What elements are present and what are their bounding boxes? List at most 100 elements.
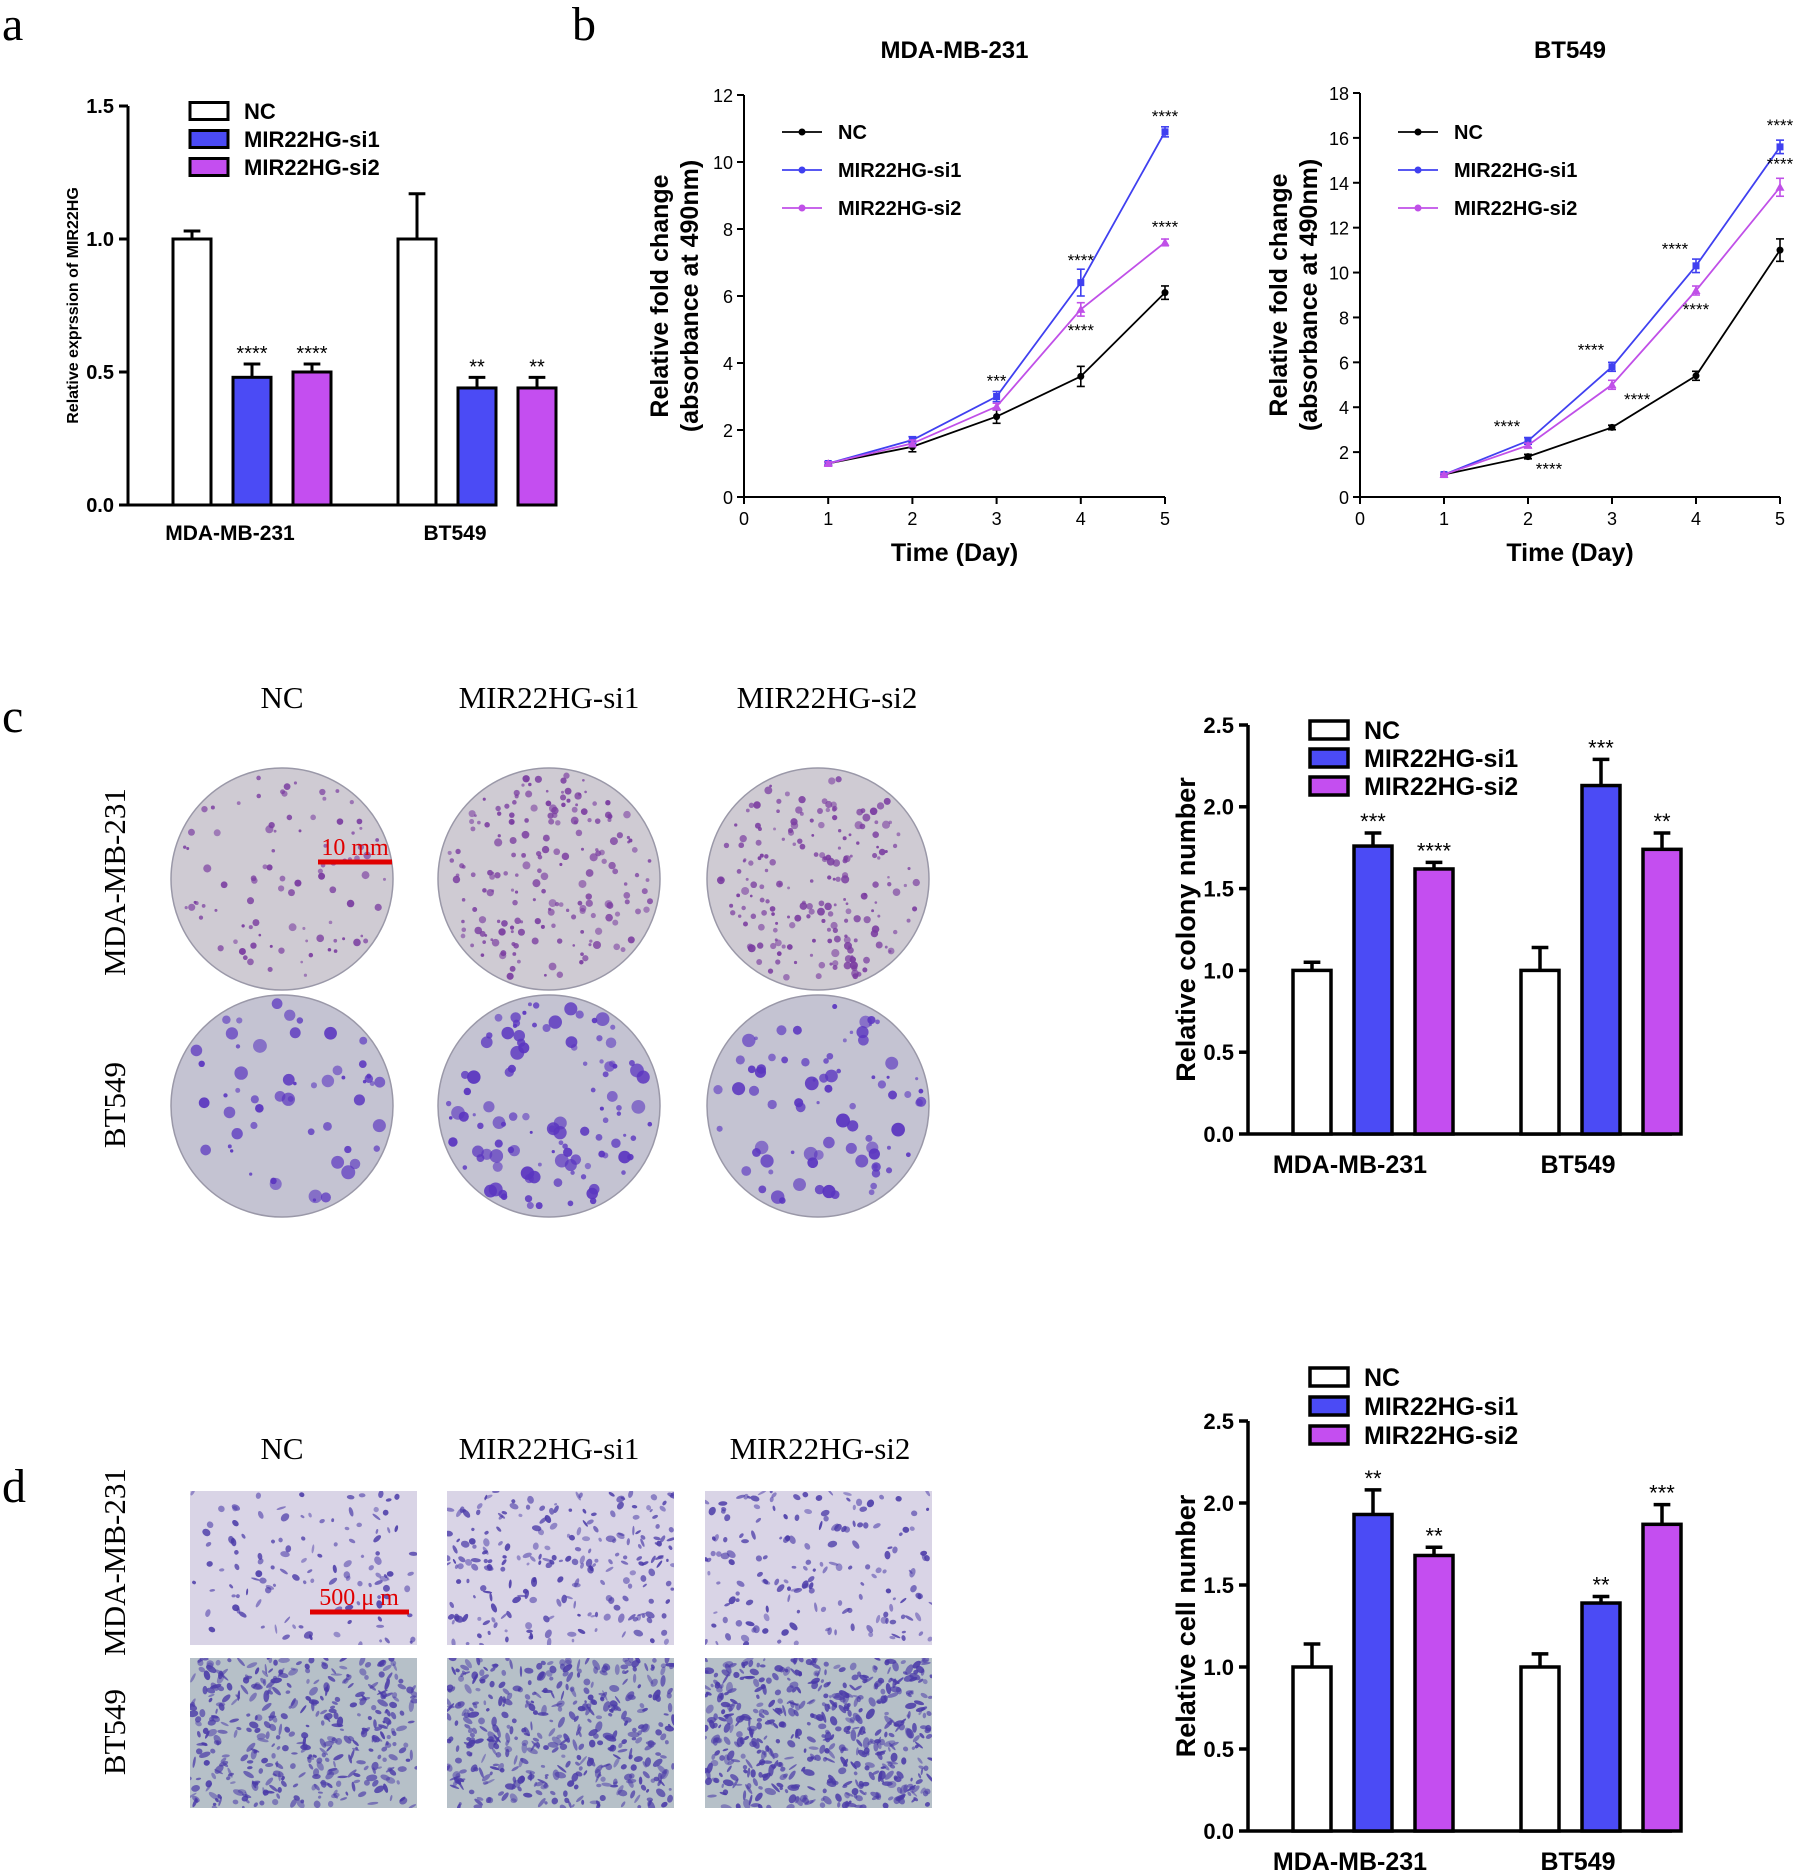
cell (829, 1695, 832, 1699)
cell (372, 1513, 381, 1521)
cell (915, 1665, 925, 1674)
colony (194, 901, 199, 906)
cell (199, 1751, 211, 1759)
cell (742, 1764, 748, 1770)
cell (233, 1729, 238, 1738)
cell (524, 1667, 534, 1674)
colony (556, 971, 564, 978)
cell (321, 1662, 329, 1670)
cell (632, 1514, 640, 1520)
cell (347, 1769, 357, 1778)
y-tick-label: 16 (1329, 129, 1349, 149)
cell (567, 1780, 575, 1787)
cell (812, 1663, 821, 1669)
cell (229, 1718, 240, 1723)
cell (375, 1551, 380, 1556)
cell (487, 1797, 494, 1804)
cell (756, 1738, 763, 1744)
colony (253, 1038, 267, 1053)
cell (290, 1763, 296, 1770)
colony (584, 790, 587, 794)
cell (457, 1563, 464, 1570)
cell (868, 1631, 874, 1638)
colony (915, 1077, 919, 1081)
cell (664, 1740, 669, 1745)
cell (918, 1678, 924, 1683)
cell (567, 1631, 577, 1637)
cell (468, 1737, 476, 1745)
colony (736, 893, 741, 898)
cell (492, 1491, 500, 1494)
cell (345, 1791, 349, 1796)
cell (568, 1800, 572, 1808)
colony (832, 960, 839, 967)
colony (887, 875, 890, 879)
colony (210, 805, 215, 810)
cell (246, 1662, 258, 1669)
significance-label: ** (1592, 1572, 1610, 1597)
colony (545, 800, 552, 807)
colony (739, 835, 747, 843)
colony (294, 879, 302, 887)
cell (892, 1546, 898, 1554)
cell (191, 1784, 200, 1792)
colony (752, 1148, 761, 1157)
cell (319, 1738, 327, 1748)
cell (907, 1783, 913, 1788)
cell (875, 1567, 882, 1574)
cell (210, 1682, 219, 1691)
colony (566, 798, 571, 803)
colony (756, 959, 763, 965)
colony (575, 803, 579, 807)
significance-label: **** (1068, 251, 1095, 270)
cell (640, 1575, 647, 1582)
cell (407, 1571, 414, 1576)
cell (820, 1509, 830, 1517)
cell (793, 1587, 803, 1593)
cell (822, 1566, 828, 1574)
cell (367, 1716, 372, 1721)
cell (628, 1747, 633, 1759)
cell (572, 1739, 578, 1751)
cell (273, 1659, 278, 1666)
colony (540, 872, 549, 881)
cell (911, 1746, 916, 1750)
cell (571, 1638, 575, 1643)
colony-dish (706, 767, 930, 991)
colony (484, 822, 490, 828)
colony (856, 841, 860, 845)
colony (856, 808, 864, 816)
cell (644, 1662, 649, 1672)
cell (302, 1736, 307, 1746)
colony (521, 852, 527, 858)
dish-plate (437, 767, 661, 991)
colony (375, 838, 380, 842)
colony (843, 936, 851, 944)
colony (741, 905, 746, 911)
cell (912, 1735, 920, 1743)
cell (774, 1578, 780, 1586)
cell (727, 1688, 737, 1693)
colony (504, 1067, 514, 1077)
cell (353, 1779, 361, 1784)
colony (468, 810, 476, 818)
cell (249, 1721, 259, 1729)
cell (850, 1761, 857, 1770)
cell (447, 1738, 452, 1744)
cell (292, 1574, 300, 1581)
cell (804, 1509, 813, 1515)
colony (187, 828, 195, 836)
colony (723, 842, 730, 849)
cell (620, 1560, 629, 1565)
cell (863, 1676, 874, 1684)
cell (260, 1677, 266, 1684)
cell (721, 1506, 727, 1512)
cell (710, 1550, 716, 1557)
cell (632, 1525, 635, 1536)
cell (888, 1677, 893, 1683)
cell (549, 1507, 555, 1515)
cell (783, 1535, 791, 1543)
colony (823, 1136, 835, 1149)
colony (809, 818, 814, 823)
